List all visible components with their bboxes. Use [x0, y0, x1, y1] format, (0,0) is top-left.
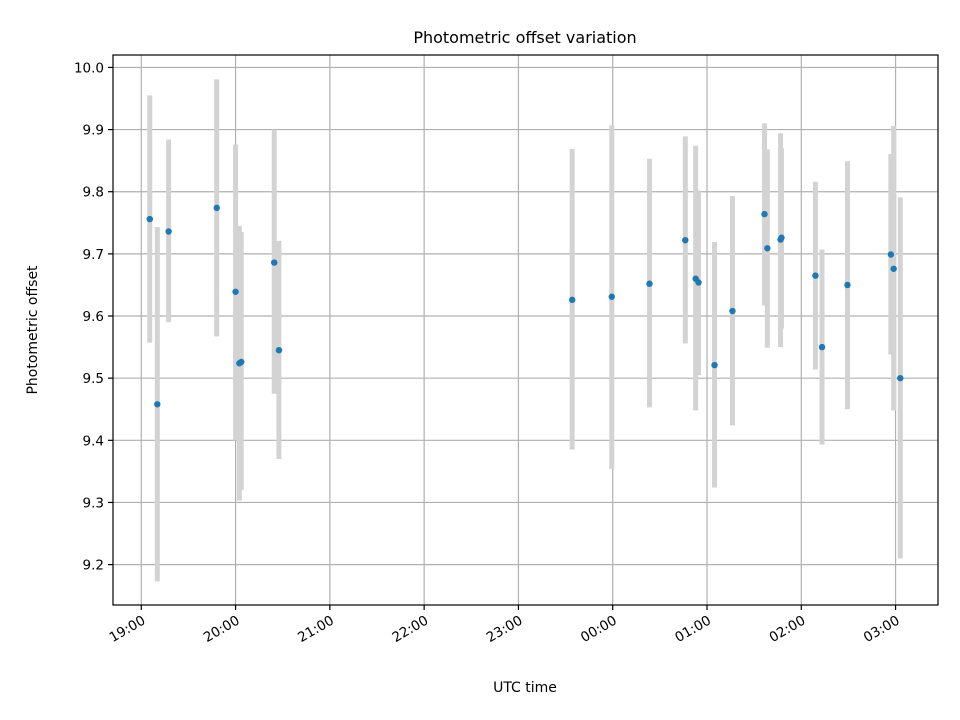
y-tick-label: 9.3: [83, 495, 104, 511]
x-tick-label: 22:00: [389, 613, 431, 646]
x-tick-label: 01:00: [672, 613, 714, 646]
y-axis-label: Photometric offset: [25, 265, 41, 395]
y-axis-ticks: 9.2 9.3 9.4 9.5 9.6 9.7 9.8 9.9 10.0: [74, 60, 113, 574]
x-tick-label: 20:00: [201, 613, 243, 646]
marker-layer: [146, 204, 904, 408]
x-axis-label: UTC time: [493, 680, 557, 696]
data-point: [213, 204, 220, 212]
data-point: [682, 236, 689, 244]
y-tick-label: 9.4: [83, 433, 104, 449]
data-point: [608, 293, 615, 300]
x-tick-label: 23:00: [484, 613, 526, 646]
data-point: [154, 401, 161, 408]
y-tick-label: 9.6: [83, 309, 104, 325]
x-tick-label: 00:00: [578, 613, 620, 646]
data-point: [646, 280, 653, 287]
x-tick-label: 21:00: [295, 613, 337, 646]
data-point: [729, 307, 736, 315]
y-tick-label: 9.9: [83, 123, 104, 139]
data-point: [271, 259, 278, 266]
data-point: [568, 296, 576, 304]
data-point: [761, 210, 768, 218]
y-tick-label: 9.5: [83, 371, 104, 387]
plot-area-frame: [112, 54, 939, 606]
data-point: [778, 234, 785, 241]
y-tick-label: 10.0: [74, 60, 104, 76]
x-tick-label: 02:00: [767, 613, 809, 646]
data-point: [146, 215, 153, 223]
data-point: [232, 288, 239, 295]
data-point: [844, 281, 851, 289]
data-point: [812, 272, 819, 279]
y-tick-label: 9.2: [83, 558, 104, 574]
chart-title: Photometric offset variation: [413, 28, 636, 47]
x-axis-ticks: 19:00 20:00 21:00 22:00 23:00 00:00 01:00 02:00…: [107, 605, 903, 646]
data-point: [890, 265, 897, 272]
data-point: [695, 279, 702, 286]
y-tick-label: 9.7: [83, 247, 104, 263]
data-point: [887, 251, 895, 258]
x-tick-label: 19:00: [107, 613, 149, 646]
data-point: [711, 361, 718, 369]
data-point: [275, 346, 283, 354]
x-tick-label: 03:00: [861, 613, 903, 646]
data-point: [764, 245, 771, 252]
data-point: [238, 358, 245, 366]
data-point: [818, 343, 826, 351]
data-point: [897, 374, 904, 382]
y-tick-label: 9.8: [83, 185, 104, 201]
errorbar-layer: [147, 79, 903, 582]
data-point: [165, 228, 172, 235]
